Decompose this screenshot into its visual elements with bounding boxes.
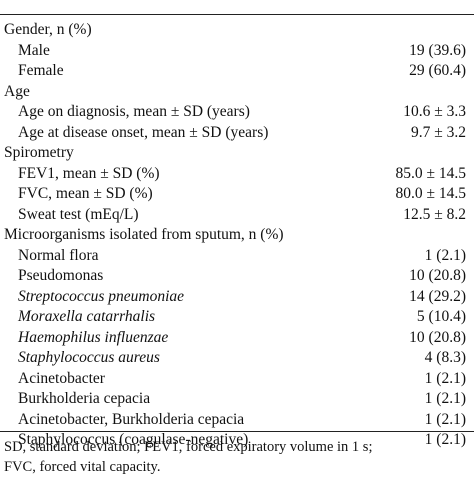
table-row: FVC, mean ± SD (%) 80.0 ± 14.5 xyxy=(0,184,466,204)
row-value: 10 (20.8) xyxy=(409,328,466,346)
row-value: 5 (10.4) xyxy=(416,308,466,325)
row-value: 1 (2.1) xyxy=(424,410,466,428)
table-row: Acinetobacter, Burkholderia cepacia 1 (2.… xyxy=(0,410,466,430)
section-label: Age xyxy=(4,82,30,100)
row-label: Moraxella catarrhalis xyxy=(18,308,156,325)
footnote: FVC, forced vital capacity. xyxy=(4,459,161,475)
row-value: 1 (2.1) xyxy=(424,431,466,448)
table-row: Sweat test (mEq/L) 12.5 ± 8.2 xyxy=(0,205,466,225)
section-label: Spirometry xyxy=(4,144,74,161)
row-label: Pseudomonas xyxy=(18,267,104,284)
table-row: Haemophilus influenzae 10 (20.8) xyxy=(0,328,466,348)
table-row: FEV1, mean ± SD (%) 85.0 ± 14.5 xyxy=(0,164,466,184)
table-row: Normal flora 1 (2.1) xyxy=(0,246,466,266)
section-row: Gender, n (%) xyxy=(0,20,466,40)
table-row: Female 29 (60.4) xyxy=(0,61,466,81)
table-row: Acinetobacter 1 (2.1) xyxy=(0,369,466,389)
table-row: Staphylococcus aureus 4 (8.3) xyxy=(0,348,466,368)
table-row: Staphylococcus (coagulase-negative) 1 (2.… xyxy=(0,430,466,450)
table-row: Age on diagnosis, mean ± SD (years) 10.6 … xyxy=(0,102,466,122)
section-row: Microorganisms isolated from sputum, n (… xyxy=(0,225,466,245)
row-label: Staphylococcus aureus xyxy=(18,349,160,366)
row-value: 9.7 ± 3.2 xyxy=(410,123,466,141)
row-label: FEV1, mean ± SD (%) xyxy=(18,164,160,182)
table-row: Age at disease onset, mean ± SD (years) 9… xyxy=(0,123,466,143)
row-label: Burkholderia cepacia xyxy=(18,390,151,407)
row-value: 10 (20.8) xyxy=(409,267,466,284)
top-rule xyxy=(0,14,474,15)
row-label: Male xyxy=(18,41,50,59)
section-label: Microorganisms isolated from sputum, n (… xyxy=(4,226,284,243)
row-label: FVC, mean ± SD (%) xyxy=(18,185,153,202)
row-label: Streptococcus pneumoniae xyxy=(18,287,185,305)
row-label: Acinetobacter xyxy=(18,369,105,387)
section-row: Age xyxy=(0,82,466,102)
section-label: Gender, n (%) xyxy=(4,21,92,38)
table-row: Pseudomonas 10 (20.8) xyxy=(0,266,466,286)
row-label: Age at disease onset, mean ± SD (years) xyxy=(18,123,269,141)
row-value: 80.0 ± 14.5 xyxy=(395,185,466,202)
row-value: 1 (2.1) xyxy=(424,246,466,264)
row-value: 1 (2.1) xyxy=(424,390,466,407)
row-label: Female xyxy=(18,62,64,79)
row-value: 29 (60.4) xyxy=(409,62,466,79)
row-value: 1 (2.1) xyxy=(424,369,466,387)
row-value: 85.0 ± 14.5 xyxy=(395,164,466,182)
table-row: Male 19 (39.6) xyxy=(0,41,466,61)
table-row: Burkholderia cepacia 1 (2.1) xyxy=(0,389,466,409)
row-value: 4 (8.3) xyxy=(424,349,466,366)
bottom-rule xyxy=(0,431,474,432)
row-label: Staphylococcus (coagulase-negative) xyxy=(18,431,249,448)
table-row: Streptococcus pneumoniae 14 (29.2) xyxy=(0,287,466,307)
row-label: Acinetobacter, Burkholderia cepacia xyxy=(18,410,245,428)
table-row: Moraxella catarrhalis 5 (10.4) xyxy=(0,307,466,327)
row-label: Sweat test (mEq/L) xyxy=(18,205,139,223)
footnote: SD, standard deviation; FEV1, forced exp… xyxy=(4,439,373,455)
row-value: 19 (39.6) xyxy=(409,41,466,59)
row-label: Normal flora xyxy=(18,246,99,264)
row-value: 10.6 ± 3.3 xyxy=(403,103,466,120)
section-row: Spirometry xyxy=(0,143,466,163)
row-label: Haemophilus influenzae xyxy=(18,328,169,346)
row-value: 12.5 ± 8.2 xyxy=(403,205,466,223)
row-value: 14 (29.2) xyxy=(409,287,466,305)
row-label: Age on diagnosis, mean ± SD (years) xyxy=(18,103,250,120)
